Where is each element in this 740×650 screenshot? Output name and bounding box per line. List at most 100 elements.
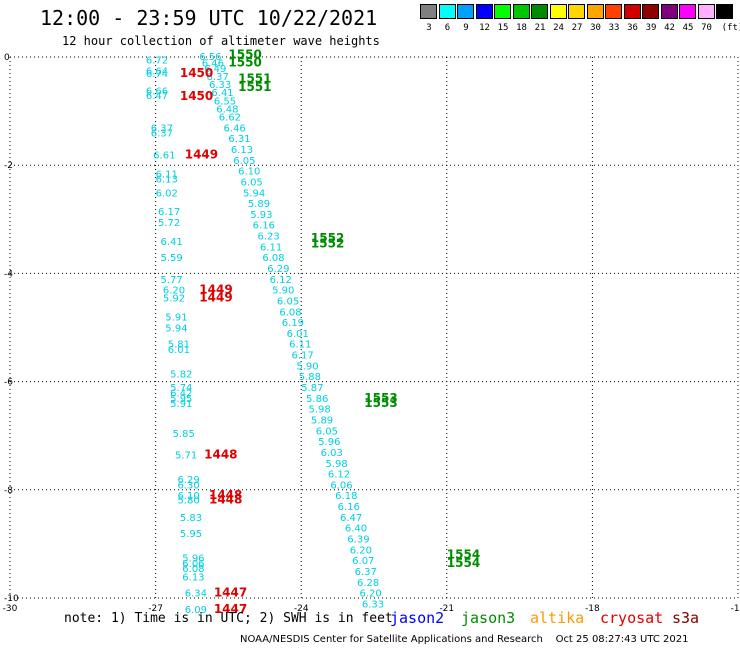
pass-number-label: 1450 [180,89,213,103]
swh-value: 6.16 [338,502,360,513]
pass-number-label: 1554 [447,556,480,570]
swh-value: 6.20 [359,589,381,600]
swh-value: 6.37 [207,72,229,83]
legend-swatch [512,4,530,19]
swh-value: 6.13 [182,572,204,583]
swh-value: 5.59 [160,253,182,264]
lon-tick-label: -30 [3,604,18,614]
swh-value: 5.94 [243,188,265,199]
lat-tick-label: -6 [4,378,13,388]
pass-number-label: 1551 [238,72,271,86]
swh-value: 6.30 [177,480,199,491]
lat-tick-label: -4 [4,269,13,279]
satellite-legend-item: jason3 [461,609,516,627]
swh-value: 5.96 [182,553,204,564]
legend-swatch [494,4,511,19]
legend-swatch [549,4,567,19]
swh-value: 5.88 [299,372,321,383]
pass-number-label: 1550 [228,47,261,61]
legend-swatch [586,4,604,19]
swh-value: 5.87 [301,383,323,394]
credit-line: NOAA/NESDIS Center for Satellite Applica… [240,634,689,645]
swh-value: 5.91 [170,399,192,410]
legend-label: 6 [444,23,451,33]
swh-value: 5.98 [325,459,347,470]
swh-value: 6.49 [204,64,226,75]
lon-tick-label: -18 [585,604,600,614]
swh-value: 5.72 [158,218,180,229]
pass-number-label: 1448 [209,488,242,502]
swh-value: 6.17 [158,207,180,218]
legend-label: 70 [701,23,712,33]
legend-label: 39 [645,23,657,33]
swh-value: 6.37 [151,129,173,140]
swh-value: 6.06 [182,559,204,570]
pass-number-label: 1449 [185,147,218,161]
swh-value: 6.29 [177,475,199,486]
swh-value: 5.71 [175,451,197,462]
legend-swatch [568,4,585,19]
swh-value: 6.40 [345,524,367,535]
legend-label: 36 [627,23,638,33]
swh-value: 6.05 [277,296,299,307]
swh-value: 6.12 [270,275,292,286]
swh-value: 6.19 [282,318,304,329]
satellite-legend-item: altika [530,609,585,627]
legend-unit: (ft) [721,23,740,33]
legend-label: 18 [516,23,527,33]
swh-value: 6.74 [146,69,168,80]
swh-value: 6.01 [168,345,190,356]
legend-label: 45 [682,23,694,33]
swh-value: 6.08 [279,307,301,318]
lon-tick-label: -27 [148,604,163,614]
swh-value: 6.05 [233,156,255,167]
pass-number-label: 1554 [447,548,480,562]
pass-number-label: 1552 [311,237,344,251]
legend-swatch [623,4,641,19]
pass-number-label: 1553 [364,391,397,405]
swh-value: 6.55 [214,96,236,107]
lat-tick-label: -8 [4,486,13,496]
swh-value: 6.09 [185,605,207,616]
lon-tick-label: -15 [731,604,740,614]
swh-value: 6.41 [211,88,233,99]
pass-number-label: 1550 [228,55,261,69]
legend-label: 33 [608,23,620,33]
swh-value: 6.08 [182,564,204,575]
lon-tick-label: -24 [294,604,309,614]
swh-value: 6.20 [350,545,372,556]
legend-label: 9 [463,23,469,33]
swh-value: 5.90 [296,361,318,372]
swh-value: 5.82 [170,369,192,380]
swh-value: 5.96 [318,437,340,448]
swh-value: 6.29 [267,264,289,275]
swh-value: 5.94 [165,324,187,335]
swh-value: 6.37 [355,567,377,578]
page-title: 12:00 - 23:59 UTC 10/22/2021 [40,6,378,30]
swh-value: 6.46 [224,123,246,134]
legend-swatch [531,4,548,19]
legend-swatch [438,4,456,19]
legend-label: 30 [590,23,601,33]
swh-value: 6.06 [330,480,352,491]
swh-value: 6.47 [340,513,362,524]
legend-swatch [420,4,437,19]
swh-value: 5.85 [173,429,195,440]
swh-value: 6.37 [151,123,173,134]
pass-number-label: 1450 [180,66,213,80]
swh-value: 6.28 [357,578,379,589]
satellite-legend-item: s3a [672,609,700,627]
lon-tick-label: -21 [439,604,454,614]
pass-number-label: 1551 [238,80,271,94]
swh-value: 6.64 [146,67,168,78]
pass-number-label: 1449 [199,283,232,297]
swh-value: 6.05 [316,426,338,437]
swh-value: 5.91 [165,313,187,324]
swh-value: 6.66 [146,87,168,98]
swh-value: 6.10 [177,491,199,502]
swh-value: 6.11 [156,169,178,180]
swh-value: 5.83 [180,513,202,524]
legend-swatch [605,4,622,19]
pass-number-label: 1448 [204,448,237,462]
